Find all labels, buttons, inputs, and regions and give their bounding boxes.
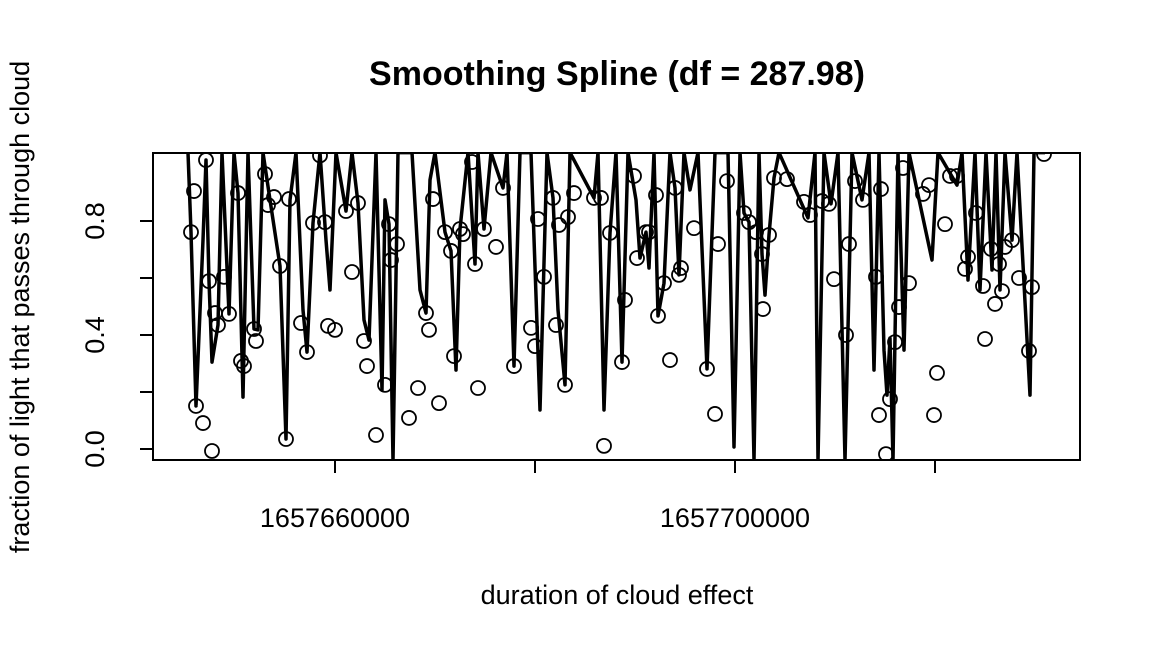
point xyxy=(344,264,360,280)
point xyxy=(327,321,343,338)
point xyxy=(975,278,991,294)
point xyxy=(994,283,1010,300)
point xyxy=(977,331,993,347)
x-tick-label: 1657700000 xyxy=(660,503,810,533)
point xyxy=(195,415,211,431)
point xyxy=(186,183,202,199)
point xyxy=(266,189,282,205)
y-tick-label: 0.4 xyxy=(80,316,110,354)
point xyxy=(470,380,486,396)
point xyxy=(455,226,471,243)
x-axis-label: duration of cloud effect xyxy=(481,580,754,610)
point xyxy=(662,352,678,368)
point xyxy=(551,217,567,233)
point xyxy=(548,317,564,333)
point xyxy=(421,321,437,338)
point xyxy=(431,395,447,412)
plot-area xyxy=(183,153,1052,460)
y-axis-label: fraction of light that passes through cl… xyxy=(5,61,35,553)
y-tick-label: 0.8 xyxy=(80,202,110,240)
point xyxy=(356,333,372,349)
point xyxy=(566,185,582,201)
point xyxy=(204,443,220,459)
point xyxy=(596,437,612,454)
point xyxy=(488,239,504,255)
plot-frame xyxy=(152,152,1081,461)
point xyxy=(359,358,375,374)
x-tick-label: 1657660000 xyxy=(260,503,410,533)
point xyxy=(1011,270,1027,286)
point xyxy=(248,333,264,349)
point xyxy=(957,260,973,277)
point xyxy=(987,296,1003,312)
chart-title: Smoothing Spline (df = 287.98) xyxy=(369,55,865,93)
point xyxy=(629,250,645,266)
y-tick-label: 0.0 xyxy=(80,430,110,468)
point xyxy=(929,365,945,381)
point xyxy=(937,216,953,233)
point xyxy=(401,410,417,426)
point xyxy=(707,406,723,422)
point xyxy=(871,407,887,423)
spline-line xyxy=(186,153,1045,460)
point xyxy=(926,407,942,423)
point xyxy=(410,380,426,396)
point xyxy=(368,427,384,443)
